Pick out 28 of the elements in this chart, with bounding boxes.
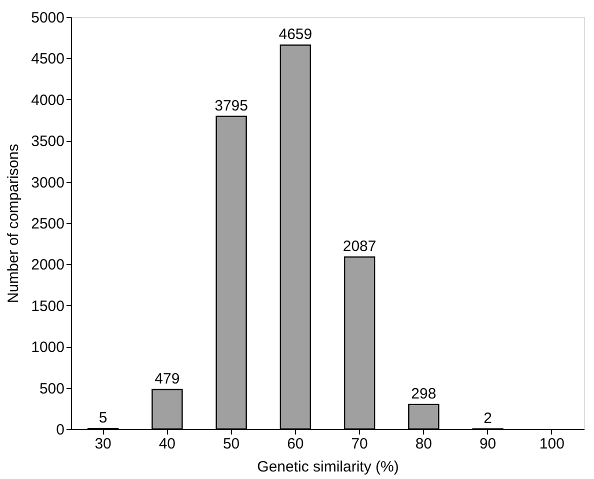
x-tick-label: 100: [539, 436, 564, 452]
x-tick-label: 80: [415, 436, 432, 452]
data-label: 5: [98, 410, 108, 427]
x-tick-label: 40: [158, 436, 176, 452]
x-tick-label: 90: [479, 436, 496, 452]
data-label: 2087: [342, 238, 376, 256]
y-tick-label: 4000: [31, 92, 64, 109]
data-label: 3795: [214, 97, 248, 114]
x-tick-label: 50: [222, 436, 240, 452]
y-tick-label: 3500: [31, 133, 64, 150]
data-label: 479: [154, 370, 180, 388]
y-tick-label: 1000: [31, 339, 64, 356]
x-axis-title: Genetic similarity (%): [257, 458, 399, 476]
data-label: 2: [484, 410, 492, 427]
y-tick-label: 500: [39, 380, 64, 398]
y-tick-label: 5000: [31, 10, 64, 26]
x-tick-label: 70: [351, 436, 368, 452]
data-label: 4659: [278, 26, 312, 44]
x-tick-label: 30: [94, 436, 112, 452]
y-tick-label: 4500: [31, 50, 64, 68]
y-tick-label: 2500: [31, 216, 64, 232]
y-axis-title: Number of comparisons: [5, 144, 22, 304]
x-tick-label: 60: [287, 436, 304, 452]
y-tick-label: 0: [56, 422, 64, 438]
data-label: 298: [411, 385, 436, 402]
y-tick-label: 3000: [31, 174, 64, 192]
y-tick-label: 1500: [31, 298, 64, 315]
y-tick-label: 2000: [31, 256, 64, 274]
